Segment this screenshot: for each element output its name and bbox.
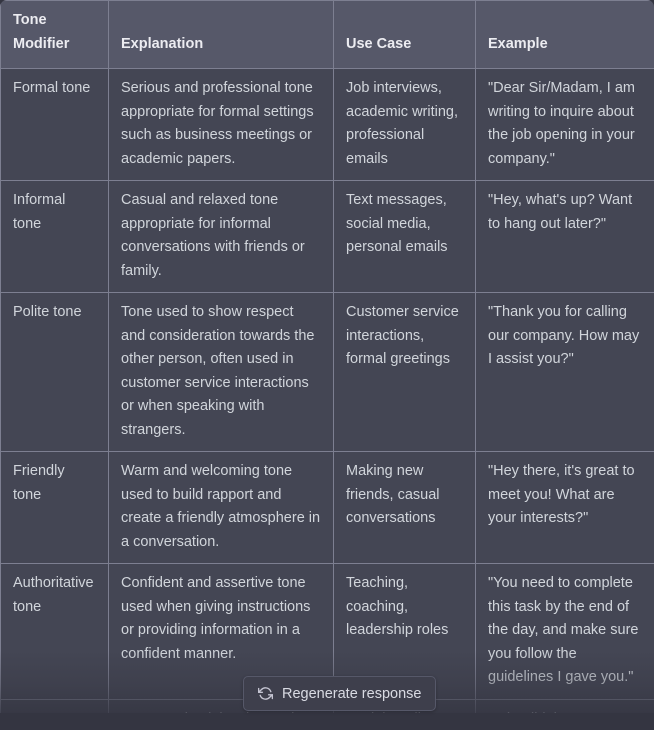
tone-table-grid: Tone Modifier Explanation Use Case Examp… xyxy=(0,0,654,713)
cell-explanation: Serious and professional tone appropriat… xyxy=(108,68,334,181)
header-tone-modifier: Tone Modifier xyxy=(0,0,109,69)
cell-text: "You need to complete this task by the e… xyxy=(488,575,639,685)
header-explanation: Explanation xyxy=(108,0,334,69)
cell-text: Text messages, social media, personal em… xyxy=(346,192,448,255)
table-row: Formal tone Serious and professional ton… xyxy=(0,68,654,181)
cell-tone-modifier: Friendly tone xyxy=(0,451,109,564)
cell-example: "Thank you for calling our company. How … xyxy=(475,292,654,452)
cell-text: Serious and professional tone appropriat… xyxy=(121,80,314,167)
header-example: Example xyxy=(475,0,654,69)
table-row: Friendly tone Warm and welcoming tone us… xyxy=(0,451,654,564)
cell-text: "Hey, what's up? Want to hang out later?… xyxy=(488,192,633,232)
cell-tone-modifier: Polite tone xyxy=(0,292,109,452)
cell-use-case: Text messages, social media, personal em… xyxy=(333,180,476,293)
cell-tone-modifier: Informal tone xyxy=(0,180,109,293)
cell-text: Warm and welcoming tone used to build ra… xyxy=(121,463,321,550)
cell-explanation: Tone used to show respect and considerat… xyxy=(108,292,334,452)
cell-tone-modifier: Formal tone xyxy=(0,68,109,181)
cell-text: Confident and assertive tone used when g… xyxy=(121,575,311,662)
page-background-strip xyxy=(0,713,654,730)
cell-text: Friendly tone xyxy=(13,463,65,503)
cell-tone-modifier: Humorous tone xyxy=(0,698,109,713)
cell-explanation: Warm and welcoming tone used to build ra… xyxy=(108,451,334,564)
cell-text: Formal tone xyxy=(13,80,91,96)
tone-table: Tone Modifier Explanation Use Case Examp… xyxy=(0,0,654,713)
cell-text: Tone used to show respect and considerat… xyxy=(121,304,315,438)
cell-text: Job interviews, academic writing, profes… xyxy=(346,80,459,167)
table-row: Polite tone Tone used to show respect an… xyxy=(0,292,654,452)
cell-example: "Dear Sir/Madam, I am writing to inquire… xyxy=(475,68,654,181)
regenerate-button-label: Regenerate response xyxy=(282,685,422,702)
regenerate-response-button[interactable]: Regenerate response xyxy=(243,676,437,711)
cell-example: "Hey, what's up? Want to hang out later?… xyxy=(475,180,654,293)
cell-example: "Hey there, it's great to meet you! What… xyxy=(475,451,654,564)
cell-use-case: Making new friends, casual conversations xyxy=(333,451,476,564)
cell-explanation: Casual and relaxed tone appropriate for … xyxy=(108,180,334,293)
cell-text: Polite tone xyxy=(13,304,82,320)
cell-text: "Thank you for calling our company. How … xyxy=(488,304,640,367)
cell-example: "You need to complete this task by the e… xyxy=(475,563,654,700)
cell-text: Authoritative tone xyxy=(13,575,94,615)
cell-text: "Hey there, it's great to meet you! What… xyxy=(488,463,635,526)
table-row: Informal tone Casual and relaxed tone ap… xyxy=(0,180,654,293)
cell-text: "Dear Sir/Madam, I am writing to inquire… xyxy=(488,80,635,167)
cell-use-case: Job interviews, academic writing, profes… xyxy=(333,68,476,181)
cell-text: Informal tone xyxy=(13,192,66,232)
cell-tone-modifier: Authoritative tone xyxy=(0,563,109,700)
cell-text: Customer service interactions, formal gr… xyxy=(346,304,459,367)
cell-use-case: Customer service interactions, formal gr… xyxy=(333,292,476,452)
regenerate-icon xyxy=(258,686,273,701)
cell-example: "Why did the tomato turn red? Because it… xyxy=(475,698,654,713)
header-use-case: Use Case xyxy=(333,0,476,69)
table-header-row: Tone Modifier Explanation Use Case Examp… xyxy=(0,0,654,69)
cell-text: Teaching, coaching, leadership roles xyxy=(346,575,449,638)
cell-text: Casual and relaxed tone appropriate for … xyxy=(121,192,305,279)
cell-text: Making new friends, casual conversations xyxy=(346,463,440,526)
